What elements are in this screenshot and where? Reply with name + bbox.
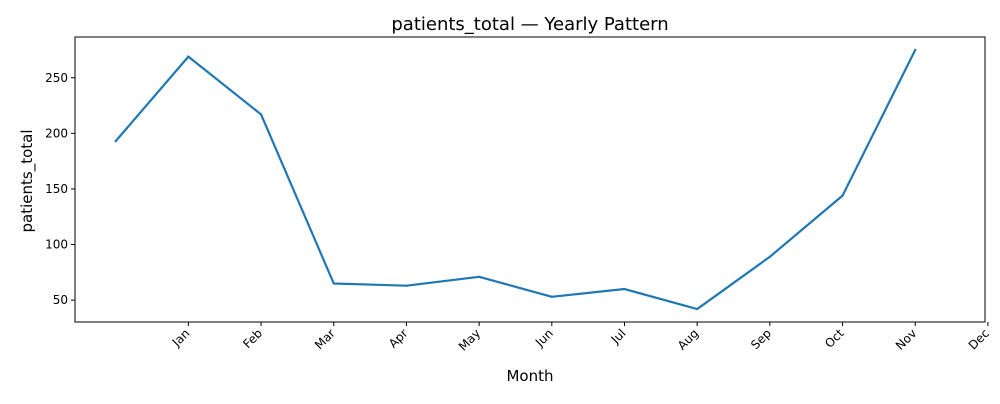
data-point (914, 48, 917, 52)
series-layer (114, 48, 917, 311)
series-line (114, 48, 917, 311)
data-point (478, 275, 481, 278)
data-point (259, 113, 263, 116)
y-tick-label: 200 (45, 126, 68, 140)
plot-frame (74, 36, 986, 323)
data-point (550, 295, 553, 298)
data-point (696, 307, 699, 311)
data-point (114, 140, 117, 143)
data-point (623, 287, 626, 291)
y-tick-label: 100 (45, 238, 68, 252)
data-point (332, 282, 335, 285)
data-point (841, 194, 844, 197)
y-axis-label: patients_total (18, 130, 37, 233)
data-point (405, 284, 408, 287)
data-point (187, 55, 190, 58)
y-axis-ticks: 50 100 150 200 250 (45, 71, 75, 307)
data-point (768, 255, 771, 258)
chart-title: patients_total — Yearly Pattern (391, 14, 668, 35)
y-tick-label: 50 (53, 293, 68, 307)
y-tick-label: 150 (45, 182, 68, 196)
x-axis-label: Month (506, 367, 553, 385)
y-tick-label: 250 (45, 71, 68, 85)
